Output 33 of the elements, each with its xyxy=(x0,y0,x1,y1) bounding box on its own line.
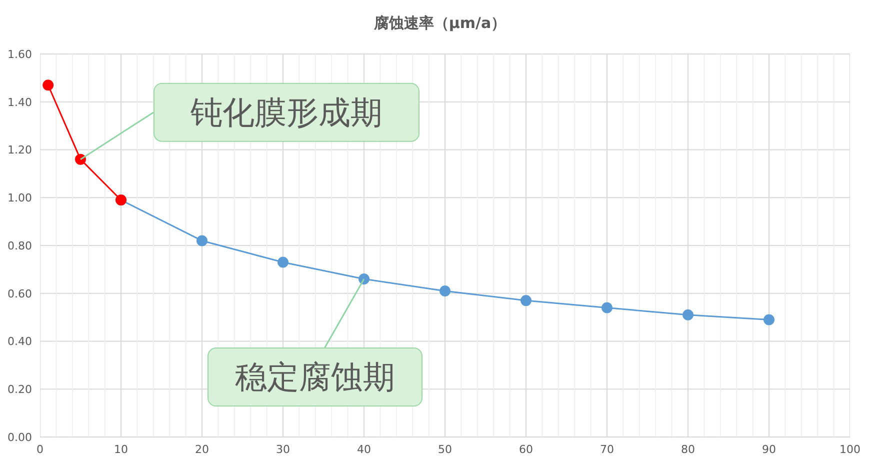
point xyxy=(196,235,208,246)
annotation: 钝化膜形成期 xyxy=(190,93,382,132)
point xyxy=(764,314,774,326)
y-tick-label: 0.20 xyxy=(8,383,32,396)
y-tick-label: 1.60 xyxy=(8,48,32,61)
x-tick-label: 30 xyxy=(276,442,290,456)
y-tick-label: 1.00 xyxy=(8,192,32,205)
x-tick-label: 100 xyxy=(840,442,860,456)
x-tick-label: 40 xyxy=(357,442,371,456)
y-tick-label: 0.80 xyxy=(8,239,32,252)
point xyxy=(440,285,450,296)
y-tick-label: 1.20 xyxy=(8,144,32,157)
point xyxy=(75,154,86,165)
chart-title: 腐蚀速率（μm/a） xyxy=(372,13,508,34)
x-tick-label: 50 xyxy=(438,442,452,456)
y-tick-label: 1.40 xyxy=(8,96,32,109)
x-tick-label: 70 xyxy=(600,442,614,456)
point xyxy=(278,256,288,268)
y-tick-label: 0.40 xyxy=(8,335,32,348)
x-tick-label: 0 xyxy=(36,442,44,456)
x-tick-label: 90 xyxy=(762,442,776,456)
annotation: 稳定腐蚀期 xyxy=(235,358,395,396)
x-tick-label: 80 xyxy=(681,442,695,456)
point xyxy=(520,295,532,306)
y-tick-label: 0.60 xyxy=(8,287,32,300)
point xyxy=(602,302,612,314)
x-tick-label: 20 xyxy=(195,442,209,456)
point xyxy=(42,80,54,91)
point xyxy=(682,309,694,320)
x-tick-label: 10 xyxy=(114,442,128,456)
point xyxy=(358,274,370,285)
y-tick-label: 0.00 xyxy=(8,430,32,444)
x-tick-label: 60 xyxy=(519,442,533,456)
